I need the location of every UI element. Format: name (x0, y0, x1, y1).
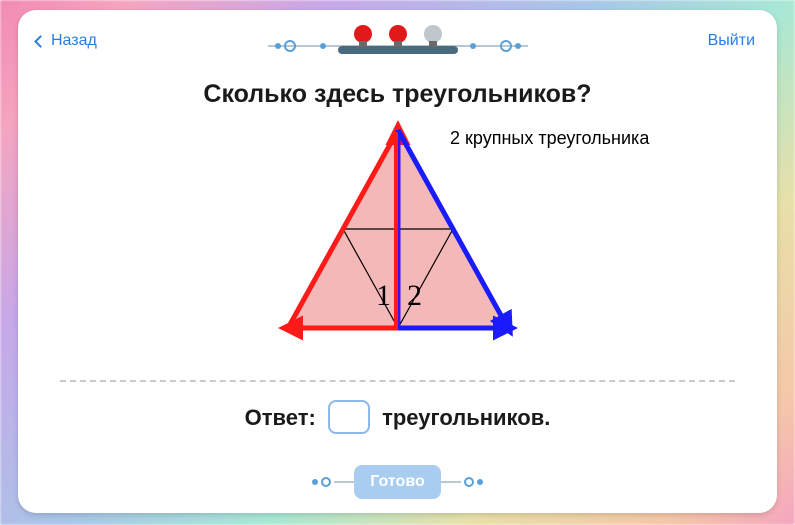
exit-button[interactable]: Выйти (708, 32, 755, 50)
wire-left-decor (312, 477, 354, 487)
answer-prefix: Ответ: (245, 405, 316, 430)
label-2: 2 (407, 279, 422, 312)
back-label: Назад (51, 32, 97, 50)
question-title: Сколько здесь треугольников? (18, 80, 777, 109)
exit-label: Выйти (708, 32, 755, 49)
main-card: Назад Выйти (18, 10, 777, 513)
answer-row: Ответ: треугольников. (18, 402, 777, 436)
done-button[interactable]: Готово (354, 465, 440, 499)
chevron-left-icon (34, 35, 47, 48)
wire-right-decor (441, 477, 483, 487)
header-bar: Назад Выйти (18, 10, 777, 60)
back-button[interactable]: Назад (36, 32, 97, 50)
answer-suffix: треугольников. (382, 405, 550, 430)
triangle-figure: 1 2 (18, 120, 777, 360)
answer-input[interactable] (328, 400, 370, 434)
label-1: 1 (376, 279, 391, 312)
progress-bulb-decor (268, 18, 528, 67)
done-label: Готово (370, 473, 424, 490)
done-zone: Готово (18, 465, 777, 499)
divider-dashed (60, 380, 735, 382)
